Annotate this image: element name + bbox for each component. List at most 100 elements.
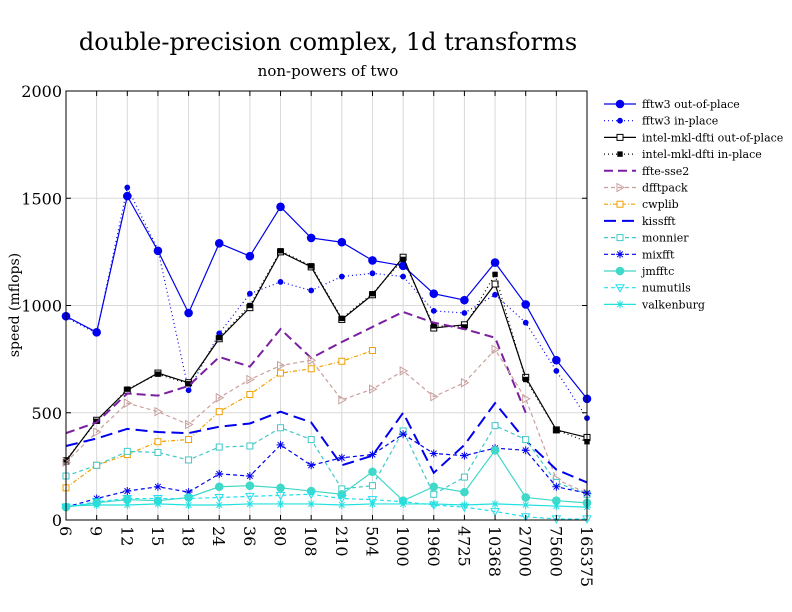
data-point: [276, 202, 285, 212]
legend-item: mixfft: [604, 248, 675, 261]
data-point: [429, 482, 439, 492]
data-point: [460, 451, 469, 460]
legend-label: intel-mkl-dfti in-place: [642, 148, 762, 161]
star-stroke: [277, 441, 284, 449]
data-point: [552, 355, 561, 365]
x-tick-label: 10368: [485, 526, 504, 577]
series-line: [65, 185, 588, 419]
legend-marker: [615, 284, 625, 293]
series-jmfftc: [61, 445, 592, 512]
data-point: [154, 448, 162, 456]
x-tick-label: 24: [209, 526, 228, 546]
data-point: [214, 493, 225, 503]
star-stroke: [277, 500, 284, 508]
data-point: [369, 291, 376, 297]
data-point: [491, 280, 499, 288]
grid: [65, 90, 588, 521]
legend-marker: [615, 99, 625, 109]
legend-label: fftw3 in-place: [642, 115, 718, 128]
data-point: [491, 499, 500, 508]
x-tick-label: 27000: [516, 526, 535, 577]
star-stroke: [338, 454, 345, 461]
star-stroke: [399, 431, 407, 438]
data-point: [520, 513, 531, 522]
star-stroke: [430, 450, 437, 457]
data-point: [552, 482, 561, 491]
data-point: [368, 450, 377, 459]
legend-label: valkenburg: [641, 298, 705, 311]
data-point: [155, 246, 161, 253]
series-line: [65, 424, 588, 496]
data-point: [215, 408, 223, 416]
legend-marker: [616, 182, 626, 193]
data-point: [92, 500, 101, 509]
star-stroke: [308, 462, 315, 469]
data-point: [552, 502, 561, 511]
series-line: [65, 449, 588, 508]
data-point: [461, 310, 468, 316]
series-intel-mkl-dfti-out-of-place: [62, 248, 591, 465]
data-point: [400, 273, 407, 280]
legend-item: jmfftc: [604, 265, 674, 278]
data-point: [215, 500, 224, 509]
series-ffte-sse2: [65, 310, 527, 435]
chart-subtitle: non-powers of two: [258, 62, 399, 80]
data-point: [185, 456, 193, 464]
series-fftw3-out-of-place: [61, 191, 592, 404]
chart-title: double-precision complex, 1d transforms: [79, 28, 577, 56]
x-tick-label: 4725: [454, 526, 473, 567]
data-point: [336, 495, 347, 504]
data-point: [430, 490, 438, 498]
data-point: [460, 487, 469, 497]
star-stroke: [553, 483, 560, 490]
data-point: [308, 263, 314, 269]
legend-label: mixfft: [642, 248, 675, 261]
data-point: [431, 323, 437, 329]
star-stroke: [399, 500, 407, 508]
data-point: [123, 398, 133, 408]
star-stroke: [93, 501, 100, 509]
legend-label: numutils: [642, 282, 691, 295]
star-stroke: [216, 470, 223, 478]
data-point: [367, 496, 378, 505]
data-point: [553, 368, 560, 374]
legend-item: intel-mkl-dfti out-of-place: [604, 131, 783, 144]
series-line: [65, 251, 588, 462]
data-point: [339, 315, 345, 322]
data-point: [338, 395, 347, 405]
legend-label: jmfftc: [640, 265, 674, 278]
data-point: [460, 473, 468, 481]
data-point: [153, 499, 162, 508]
x-tick-label: 1960: [424, 526, 443, 567]
data-point: [277, 369, 285, 377]
series-dfftpack: [62, 344, 593, 499]
data-point: [216, 334, 222, 341]
data-point: [306, 490, 317, 500]
star-stroke: [216, 501, 223, 509]
data-point: [277, 424, 285, 432]
data-point: [369, 270, 376, 277]
data-point: [368, 256, 377, 265]
legend-marker: [616, 234, 624, 242]
data-point: [521, 500, 530, 509]
data-point: [153, 495, 163, 504]
legend-marker: [617, 151, 623, 157]
data-point: [183, 495, 194, 504]
data-point: [522, 319, 529, 326]
x-tick-label: 15: [148, 526, 167, 546]
x-tick-label: 9: [87, 526, 106, 536]
data-point: [245, 481, 255, 490]
legend-label: ffte-sse2: [642, 165, 689, 178]
data-point: [122, 495, 133, 504]
data-point: [521, 493, 531, 502]
series-layer: [61, 184, 593, 524]
data-point: [275, 491, 286, 501]
data-point: [123, 487, 132, 496]
data-point: [522, 393, 531, 404]
data-point: [246, 442, 254, 450]
star-stroke: [124, 501, 131, 509]
x-tick-label: 1000: [393, 526, 412, 567]
data-point: [491, 344, 501, 355]
data-point: [185, 387, 192, 394]
